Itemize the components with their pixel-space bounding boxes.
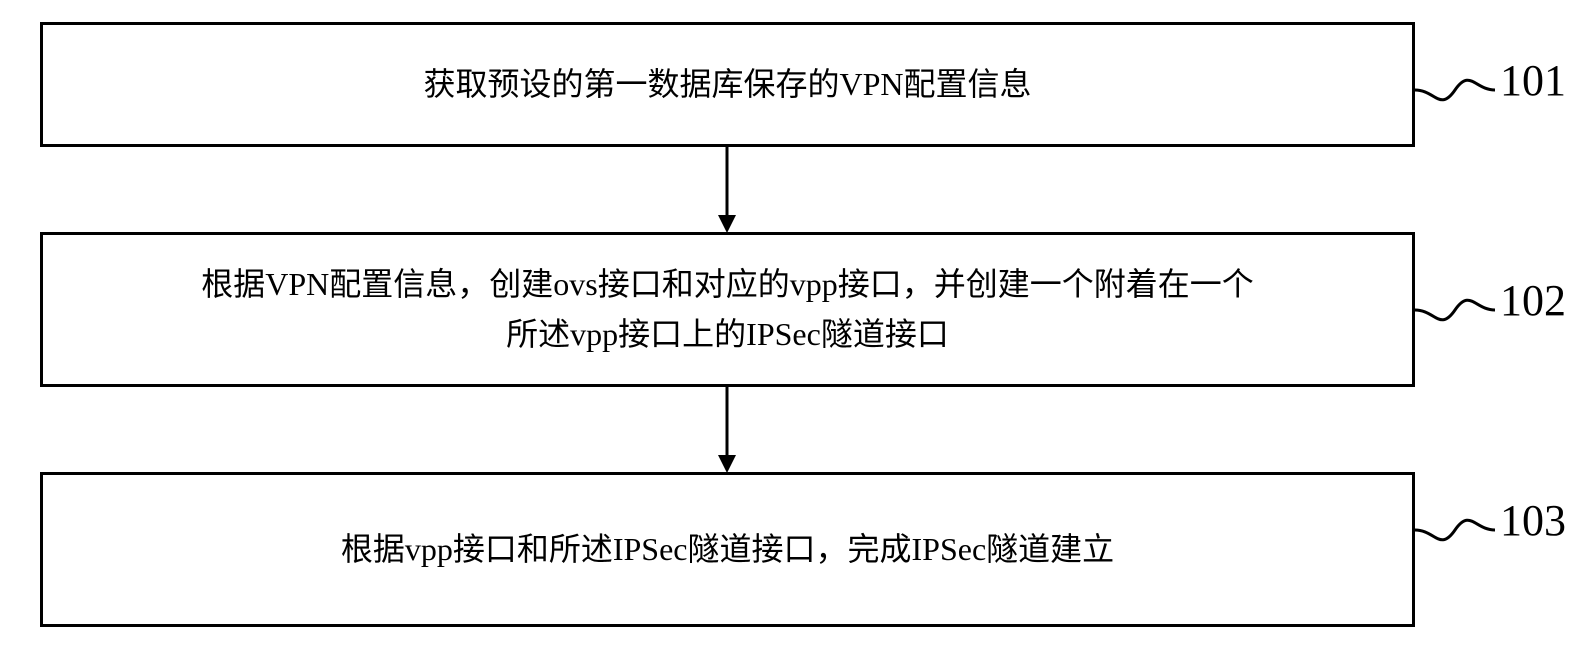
flowchart-canvas: 获取预设的第一数据库保存的VPN配置信息 101 根据VPN配置信息，创建ovs… [0, 0, 1593, 655]
squiggle-101 [1415, 60, 1495, 120]
flow-node-103: 根据vpp接口和所述IPSec隧道接口，完成IPSec隧道建立 [40, 472, 1415, 627]
flow-node-103-text: 根据vpp接口和所述IPSec隧道接口，完成IPSec隧道建立 [341, 525, 1114, 575]
flow-label-103: 103 [1500, 495, 1566, 546]
flow-label-101: 101 [1500, 55, 1566, 106]
squiggle-103 [1415, 500, 1495, 560]
arrow-102-103 [715, 387, 739, 476]
flow-node-102: 根据VPN配置信息，创建ovs接口和对应的vpp接口，并创建一个附着在一个所述v… [40, 232, 1415, 387]
arrow-101-102 [715, 147, 739, 236]
flow-node-101-text: 获取预设的第一数据库保存的VPN配置信息 [423, 60, 1031, 110]
flow-node-102-text: 根据VPN配置信息，创建ovs接口和对应的vpp接口，并创建一个附着在一个所述v… [201, 260, 1253, 359]
flow-node-101: 获取预设的第一数据库保存的VPN配置信息 [40, 22, 1415, 147]
flow-label-102: 102 [1500, 275, 1566, 326]
squiggle-102 [1415, 280, 1495, 340]
